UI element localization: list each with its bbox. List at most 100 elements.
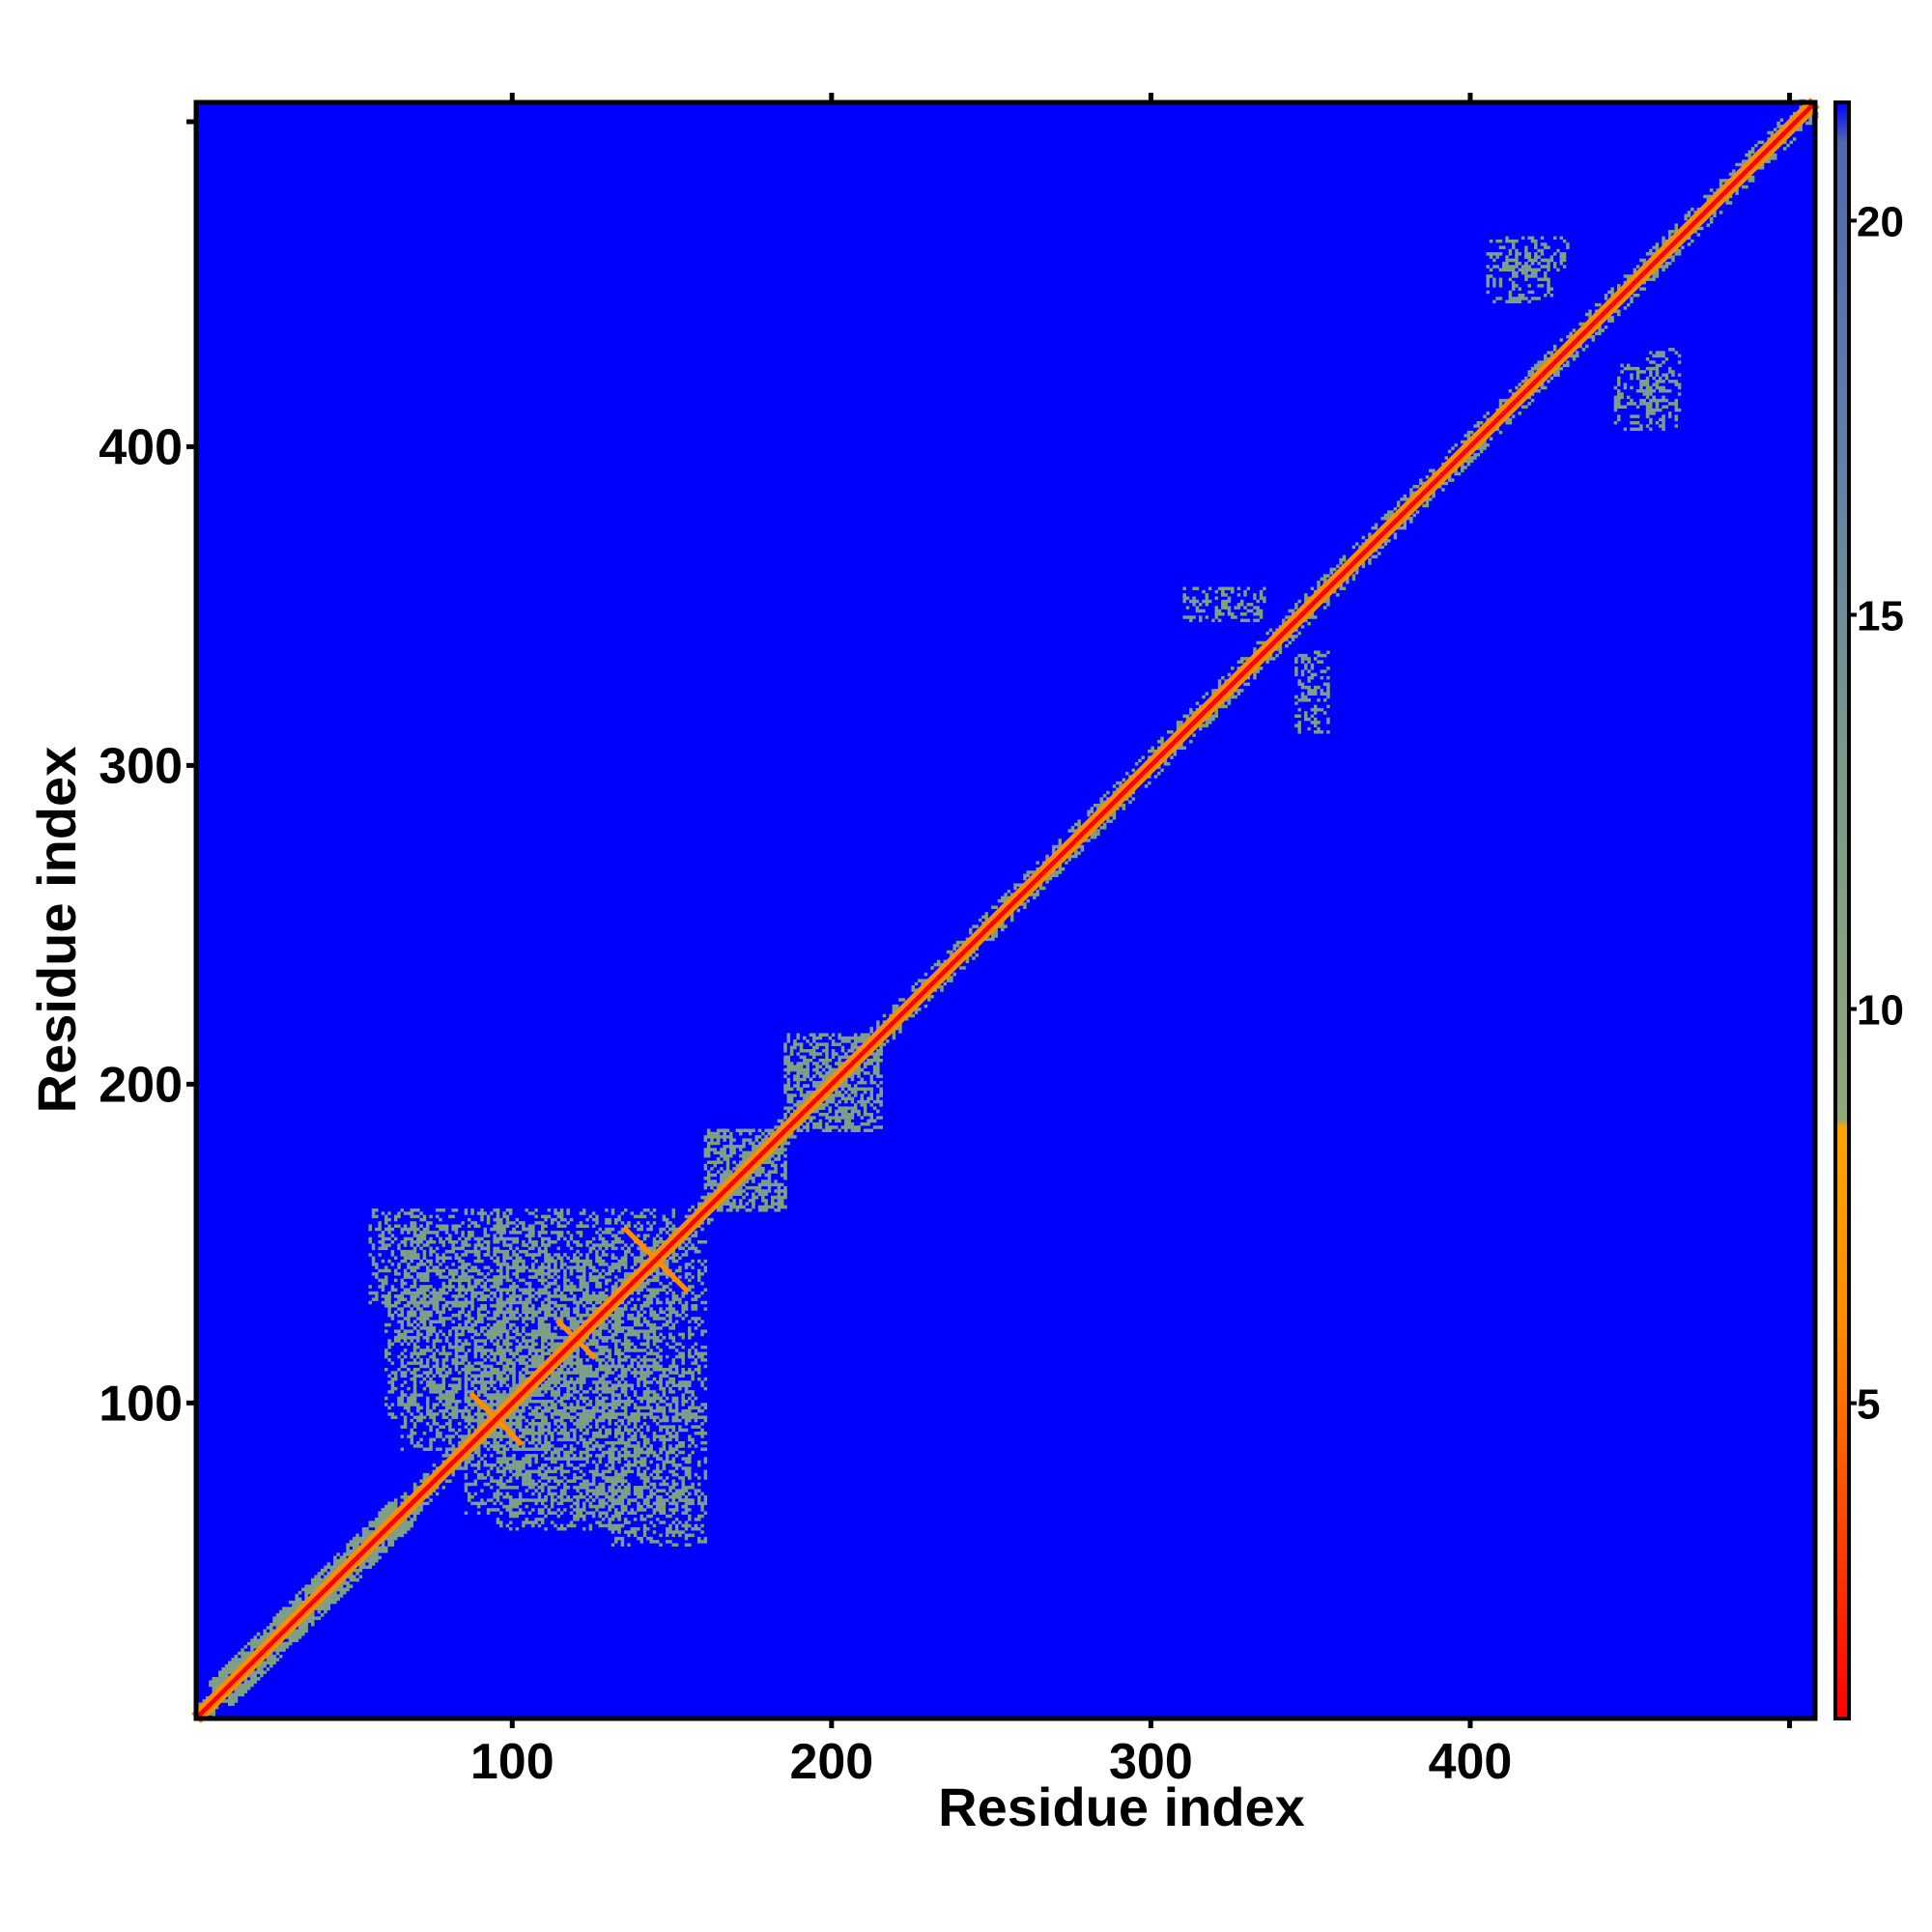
contact-cell xyxy=(461,1288,465,1292)
contact-cell xyxy=(499,1492,503,1496)
contact-cell xyxy=(441,1224,446,1228)
contact-cell xyxy=(454,1364,459,1369)
contact-cell xyxy=(505,1263,510,1266)
contact-cell xyxy=(426,1224,430,1228)
contact-cell xyxy=(368,1562,372,1566)
contact-cell xyxy=(505,1364,510,1369)
contact-cell xyxy=(547,1313,552,1318)
contact-cell xyxy=(432,1342,437,1347)
contact-cell xyxy=(441,1317,446,1321)
contact-cell xyxy=(556,1390,561,1394)
contact-cell xyxy=(444,1317,449,1321)
contact-cell xyxy=(483,1368,487,1372)
contact-cell xyxy=(573,1486,577,1490)
contact-cell xyxy=(681,1450,685,1455)
contact-cell xyxy=(573,1457,577,1461)
contact-cell xyxy=(275,1648,280,1652)
contact-cell xyxy=(317,1575,322,1578)
contact-cell xyxy=(582,1440,586,1445)
contact-cell xyxy=(605,1322,609,1327)
contact-cell xyxy=(253,1673,257,1678)
contact-cell xyxy=(419,1418,423,1423)
contact-cell xyxy=(412,1432,417,1435)
contact-cell xyxy=(410,1523,413,1528)
contact-cell xyxy=(579,1476,583,1480)
contact-cell xyxy=(598,1361,602,1365)
contact-cell xyxy=(476,1361,481,1365)
contact-cell xyxy=(448,1425,452,1429)
contact-cell xyxy=(605,1349,609,1352)
contact-cell xyxy=(614,1406,618,1410)
contact-cell xyxy=(617,1432,621,1435)
contact-cell xyxy=(566,1469,570,1474)
contact-cell xyxy=(505,1492,510,1496)
contact-cell xyxy=(566,1396,570,1401)
contact-cell xyxy=(429,1285,433,1289)
contact-cell xyxy=(518,1380,523,1384)
contact-cell xyxy=(508,1498,513,1502)
contact-cell xyxy=(493,1440,497,1445)
contact-cell xyxy=(441,1291,446,1295)
contact-cell xyxy=(598,1520,602,1524)
contact-cell xyxy=(559,1511,564,1515)
contact-cell xyxy=(387,1511,391,1515)
contact-cell xyxy=(518,1447,523,1451)
contact-cell xyxy=(407,1406,411,1410)
contact-cell xyxy=(598,1454,602,1458)
contact-cell xyxy=(272,1658,276,1662)
contact-cell xyxy=(534,1408,538,1413)
contact-cell xyxy=(467,1482,471,1487)
contact-cell xyxy=(662,1440,667,1445)
contact-cell xyxy=(649,1396,653,1401)
contact-cell xyxy=(458,1435,462,1438)
contact-cell xyxy=(623,1342,628,1347)
contact-cell xyxy=(422,1313,427,1318)
contact-cell xyxy=(642,1383,647,1387)
contact-cell xyxy=(349,1543,354,1547)
contact-cell xyxy=(569,1371,574,1375)
contact-cell xyxy=(585,1444,589,1448)
contact-cell xyxy=(454,1332,459,1337)
contact-cell xyxy=(282,1609,286,1614)
contact-cell xyxy=(656,1469,660,1474)
contact-cell xyxy=(343,1555,347,1560)
contact-cell xyxy=(637,1377,640,1381)
contact-cell xyxy=(486,1374,491,1378)
contact-cell xyxy=(585,1479,589,1483)
contact-cell xyxy=(505,1243,510,1247)
contact-cell xyxy=(547,1351,552,1355)
contact-cell xyxy=(490,1444,494,1448)
contact-cell xyxy=(496,1326,500,1330)
contact-cell xyxy=(400,1400,405,1404)
contact-cell xyxy=(336,1584,340,1588)
contact-cell xyxy=(397,1320,401,1323)
contact-cell xyxy=(566,1479,570,1483)
contact-cell xyxy=(531,1364,535,1369)
contact-cell xyxy=(407,1265,411,1269)
contact-cell xyxy=(518,1342,523,1347)
contact-cell xyxy=(563,1403,567,1406)
contact-cell xyxy=(422,1432,427,1435)
contact-cell xyxy=(444,1408,449,1413)
contact-cell xyxy=(518,1300,523,1305)
contact-cell xyxy=(531,1265,535,1269)
contact-cell xyxy=(582,1432,586,1435)
contact-cell xyxy=(598,1246,602,1251)
contact-cell xyxy=(237,1651,242,1656)
contact-cell xyxy=(480,1285,484,1289)
contact-cell xyxy=(384,1504,388,1509)
contact-cell xyxy=(278,1613,283,1617)
contact-cell xyxy=(467,1313,471,1318)
contact-cell xyxy=(522,1326,526,1330)
contact-cell xyxy=(623,1492,628,1496)
contact-cell xyxy=(496,1482,500,1487)
contact-cell xyxy=(646,1400,650,1404)
contact-cell xyxy=(476,1408,481,1413)
contact-cell xyxy=(432,1265,437,1269)
contact-cell xyxy=(550,1307,554,1311)
contact-cell xyxy=(480,1498,484,1502)
contact-cell xyxy=(429,1383,433,1387)
contact-cell xyxy=(496,1310,500,1315)
contact-cell xyxy=(458,1322,462,1327)
contact-cell xyxy=(221,1677,225,1681)
